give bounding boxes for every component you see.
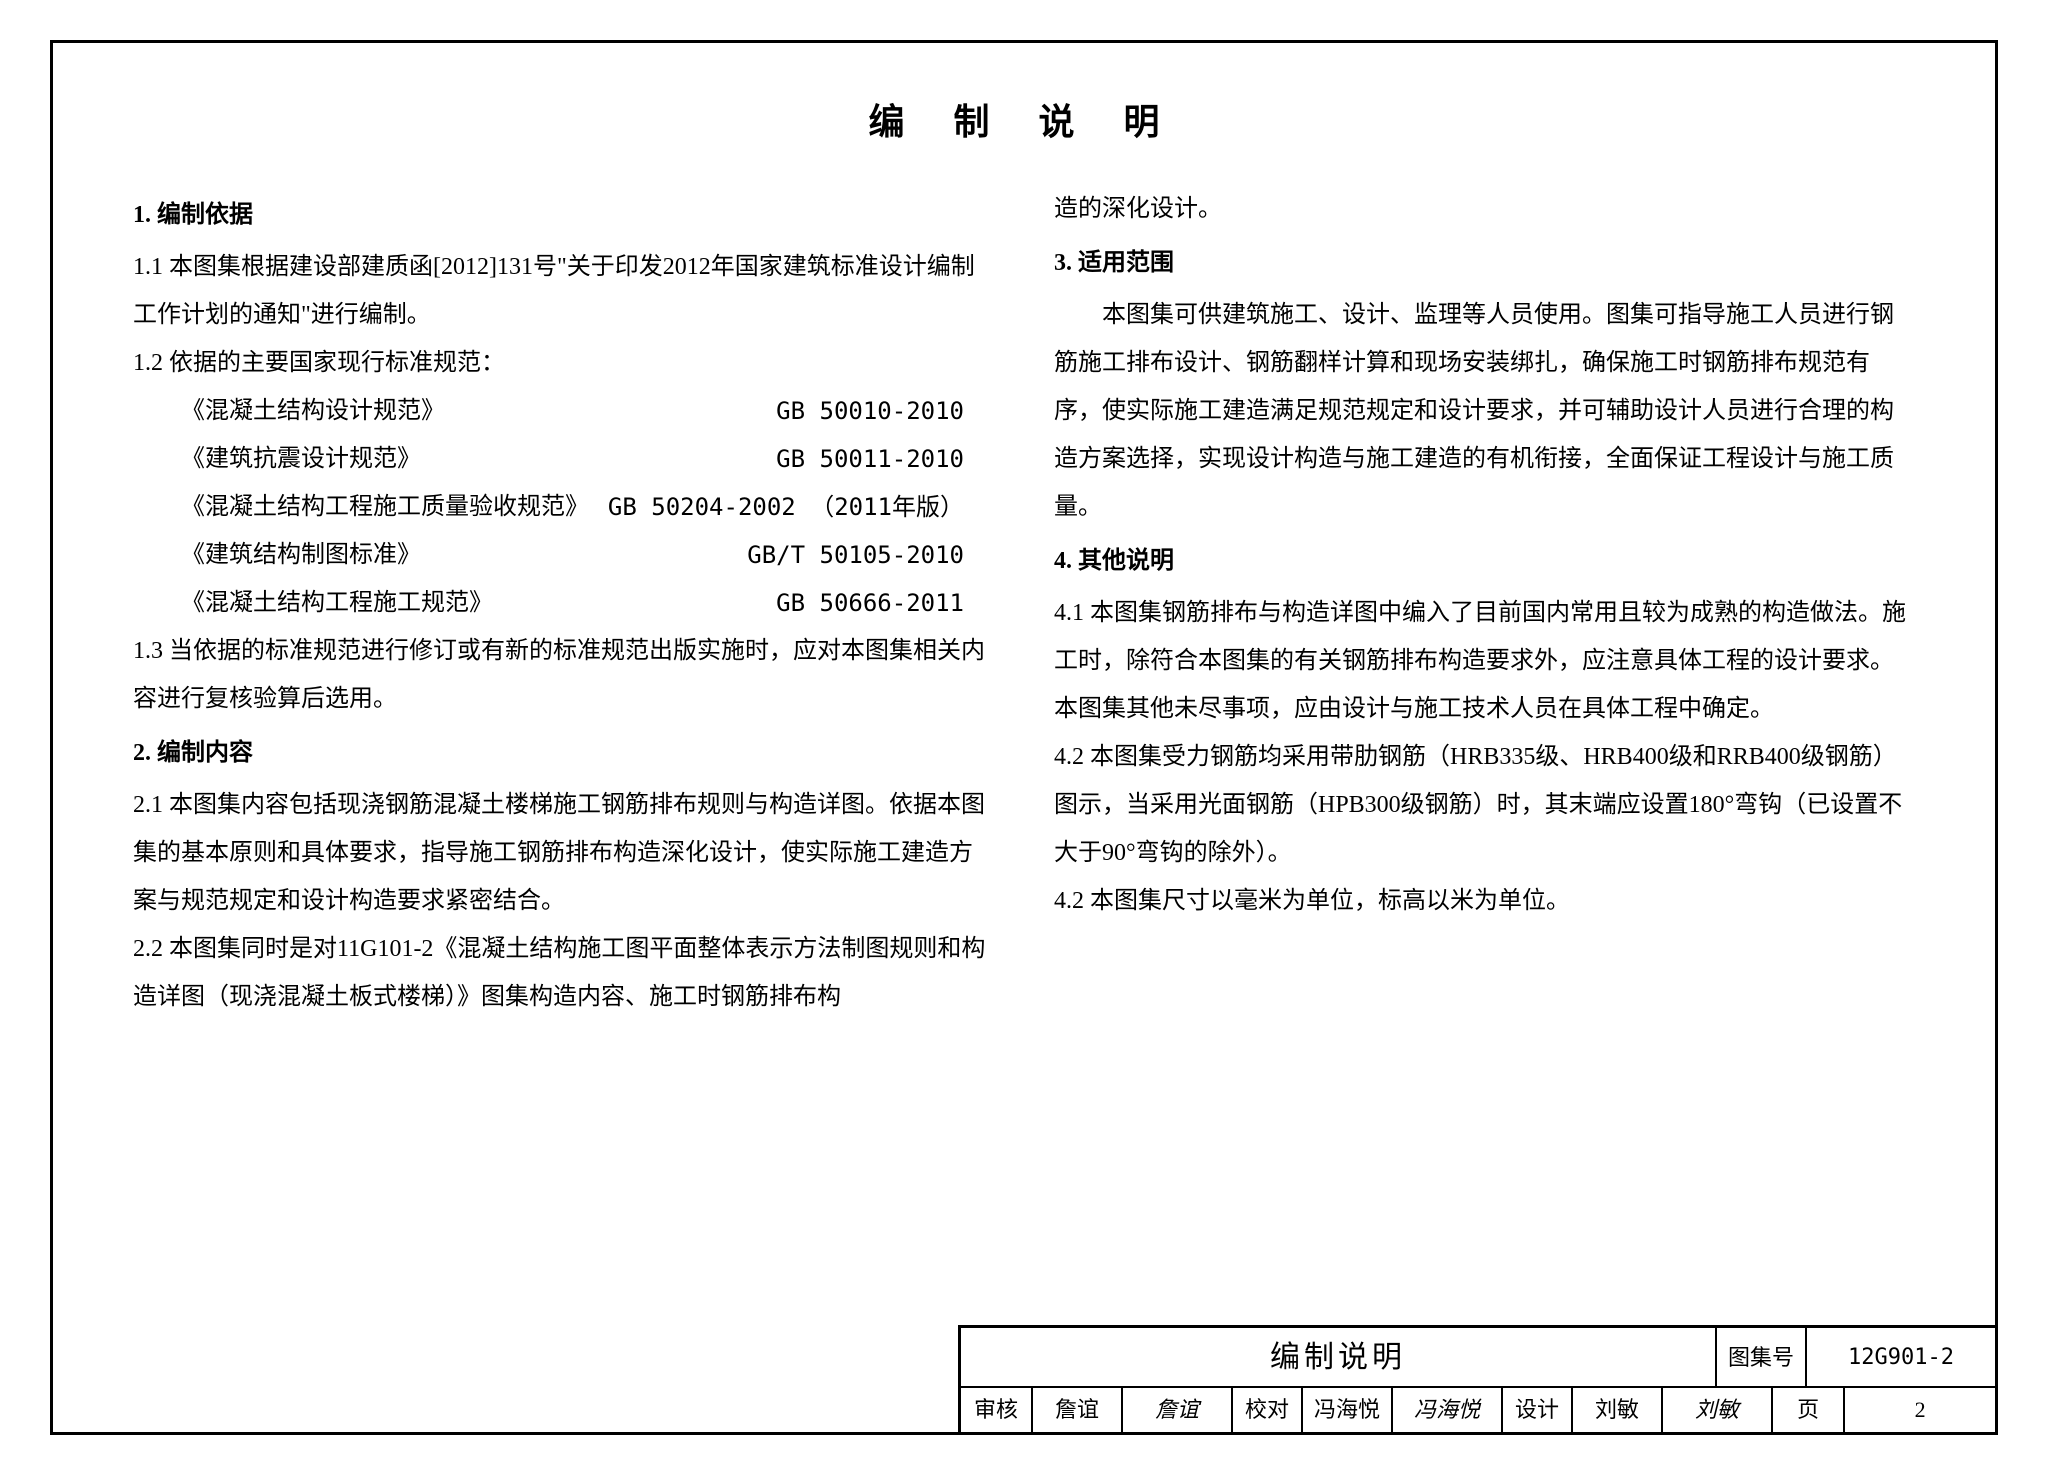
standard-name: 《混凝土结构工程施工质量验收规范》 bbox=[181, 483, 589, 531]
para-4-3: 4.2 本图集尺寸以毫米为单位，标高以米为单位。 bbox=[1054, 877, 1915, 925]
standard-code: GB 50204-2002 （2011年版） bbox=[608, 483, 994, 531]
heading-2: 2. 编制内容 bbox=[133, 729, 994, 777]
page-frame: 编 制 说 明 1. 编制依据 1.1 本图集根据建设部建质函[2012]131… bbox=[50, 40, 1998, 1435]
page-number: 2 bbox=[1843, 1388, 1995, 1432]
para-2-2: 2.2 本图集同时是对11G101-2《混凝土结构施工图平面整体表示方法制图规则… bbox=[133, 925, 994, 1021]
standard-row: 《混凝土结构工程施工质量验收规范》 GB 50204-2002 （2011年版） bbox=[133, 483, 994, 531]
check-name: 冯海悦 bbox=[1301, 1388, 1391, 1432]
para-1-3: 1.3 当依据的标准规范进行修订或有新的标准规范出版实施时，应对本图集相关内容进… bbox=[133, 627, 994, 723]
document-title: 编 制 说 明 bbox=[133, 93, 1915, 145]
para-continuation: 造的深化设计。 bbox=[1054, 185, 1915, 233]
left-column: 1. 编制依据 1.1 本图集根据建设部建质函[2012]131号"关于印发20… bbox=[133, 185, 994, 1324]
check-label: 校对 bbox=[1231, 1388, 1301, 1432]
standard-name: 《混凝土结构设计规范》 bbox=[181, 387, 445, 435]
para-1-2: 1.2 依据的主要国家现行标准规范： bbox=[133, 339, 994, 387]
standard-code: GB/T 50105-2010 bbox=[747, 531, 994, 579]
heading-1: 1. 编制依据 bbox=[133, 191, 994, 239]
title-block-row2: 审核 詹谊 詹谊 校对 冯海悦 冯海悦 设计 刘敏 刘敏 页 2 bbox=[961, 1388, 1995, 1432]
audit-signature: 詹谊 bbox=[1121, 1388, 1231, 1432]
heading-4: 4. 其他说明 bbox=[1054, 537, 1915, 585]
standard-code: GB 50011-2010 bbox=[776, 435, 994, 483]
standard-name: 《建筑结构制图标准》 bbox=[181, 531, 421, 579]
audit-label: 审核 bbox=[961, 1388, 1031, 1432]
title-block-row1: 编制说明 图集号 12G901-2 bbox=[961, 1328, 1995, 1388]
para-1-1: 1.1 本图集根据建设部建质函[2012]131号"关于印发2012年国家建筑标… bbox=[133, 243, 994, 339]
standard-code: GB 50010-2010 bbox=[776, 387, 994, 435]
page-label: 页 bbox=[1771, 1388, 1843, 1432]
para-4-1: 4.1 本图集钢筋排布与构造详图中编入了目前国内常用且较为成熟的构造做法。施工时… bbox=[1054, 589, 1915, 733]
standard-name: 《建筑抗震设计规范》 bbox=[181, 435, 421, 483]
standard-code: GB 50666-2011 bbox=[776, 579, 994, 627]
para-3: 本图集可供建筑施工、设计、监理等人员使用。图集可指导施工人员进行钢筋施工排布设计… bbox=[1054, 291, 1915, 531]
right-column: 造的深化设计。 3. 适用范围 本图集可供建筑施工、设计、监理等人员使用。图集可… bbox=[1054, 185, 1915, 1324]
standard-row: 《建筑抗震设计规范》 GB 50011-2010 bbox=[133, 435, 994, 483]
standard-row: 《混凝土结构设计规范》 GB 50010-2010 bbox=[133, 387, 994, 435]
block-title: 编制说明 bbox=[961, 1328, 1715, 1386]
standard-row: 《建筑结构制图标准》 GB/T 50105-2010 bbox=[133, 531, 994, 579]
check-signature: 冯海悦 bbox=[1391, 1388, 1501, 1432]
design-name: 刘敏 bbox=[1571, 1388, 1661, 1432]
atlas-no-value: 12G901-2 bbox=[1805, 1328, 1995, 1386]
title-block: 编制说明 图集号 12G901-2 审核 詹谊 詹谊 校对 冯海悦 冯海悦 设计… bbox=[958, 1325, 1998, 1435]
standard-row: 《混凝土结构工程施工规范》 GB 50666-2011 bbox=[133, 579, 994, 627]
design-signature: 刘敏 bbox=[1661, 1388, 1771, 1432]
para-2-1: 2.1 本图集内容包括现浇钢筋混凝土楼梯施工钢筋排布规则与构造详图。依据本图集的… bbox=[133, 781, 994, 925]
atlas-no-label: 图集号 bbox=[1715, 1328, 1805, 1386]
para-4-2: 4.2 本图集受力钢筋均采用带肋钢筋（HRB335级、HRB400级和RRB40… bbox=[1054, 733, 1915, 877]
audit-name: 詹谊 bbox=[1031, 1388, 1121, 1432]
two-column-layout: 1. 编制依据 1.1 本图集根据建设部建质函[2012]131号"关于印发20… bbox=[133, 185, 1915, 1324]
design-label: 设计 bbox=[1501, 1388, 1571, 1432]
standard-name: 《混凝土结构工程施工规范》 bbox=[181, 579, 493, 627]
heading-3: 3. 适用范围 bbox=[1054, 239, 1915, 287]
